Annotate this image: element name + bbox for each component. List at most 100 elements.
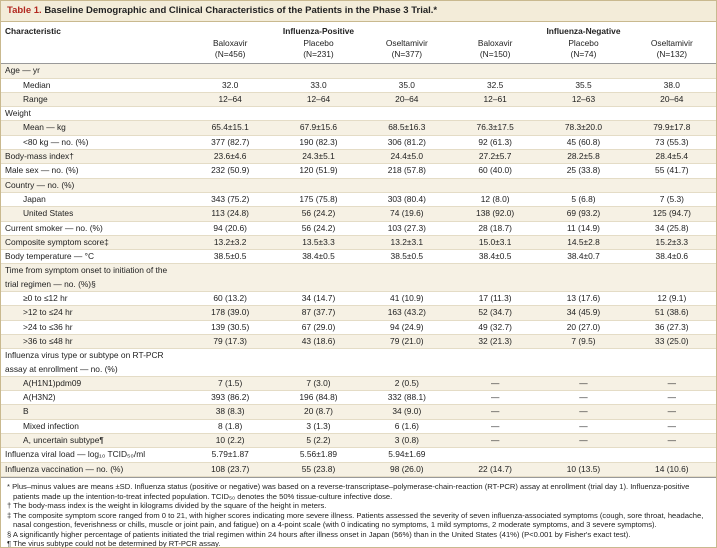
table-row: Body-mass index† 23.6±4.6 24.3±5.1 24.4±5.0… [1, 149, 716, 164]
cell: 5.56±1.89 [299, 449, 338, 460]
cell: — [579, 406, 588, 417]
cell: 7 (3.0) [306, 377, 331, 388]
cell: 17 (11.3) [478, 293, 512, 304]
footnote: ‡ The composite symptom score ranged fro… [7, 510, 704, 530]
cell: 34 (14.7) [301, 293, 336, 304]
cell: 52 (34.7) [478, 307, 512, 318]
cell [363, 349, 451, 377]
cell: 5.94±1.69 [388, 449, 426, 460]
cell: — [490, 406, 500, 417]
cell: 24.3±5.1 [302, 151, 335, 162]
cell [451, 264, 539, 292]
column-n: (N=132) [656, 49, 688, 60]
cell: 27.2±5.7 [478, 151, 512, 162]
cell: 3 (0.8) [394, 435, 419, 446]
cell: — [579, 435, 588, 446]
cell: 332 (88.1) [387, 392, 426, 403]
cell [363, 64, 451, 78]
cell: 34 (45.9) [566, 307, 601, 318]
row-label: Mean — kg [23, 122, 66, 133]
column-name: Baloxavir [212, 38, 248, 49]
cell: 232 (50.9) [211, 165, 250, 176]
group-header: Influenza-Negative [546, 26, 621, 36]
table-row: A, uncertain subtype¶ 10 (2.2) 5 (2.2) 3 (0… [1, 433, 716, 448]
row-label: A, uncertain subtype¶ [23, 435, 104, 446]
column-n: (N=74) [570, 49, 597, 60]
table-row: >36 to ≤48 hr 79 (17.3) 43 (18.6) 79 (21.0)… [1, 334, 716, 349]
cell: 303 (80.4) [387, 193, 426, 204]
cell: 5 (2.2) [306, 435, 331, 446]
cell [451, 448, 539, 462]
footnote: * Plus–minus values are means ±SD. Influ… [7, 481, 690, 501]
cell: 41 (10.9) [390, 293, 424, 304]
cell [628, 349, 716, 377]
cell: 79 (21.0) [390, 335, 424, 346]
cell: 8 (1.8) [218, 420, 243, 431]
cell: 20 (27.0) [566, 321, 601, 332]
cell: 175 (75.8) [299, 193, 338, 204]
cell: — [667, 377, 676, 388]
cell: — [490, 435, 500, 446]
table-title: Table 1. Baseline Demographic and Clinic… [1, 1, 716, 22]
cell: — [667, 406, 676, 417]
cell: 38.4±0.5 [302, 251, 335, 262]
group-header-row: Characteristic Influenza-Positive Influe… [1, 22, 716, 38]
cell: 377 (82.7) [211, 136, 250, 147]
column-name: Placebo [303, 38, 334, 49]
cell: 38.4±0.7 [567, 251, 600, 262]
cell: 13.2±3.2 [213, 236, 247, 247]
cell: 34 (9.0) [392, 406, 422, 417]
cell: 12–64 [306, 93, 331, 104]
cell: 73 (55.3) [655, 136, 689, 147]
row-label: Range [23, 93, 48, 104]
cell: 12 (9.1) [657, 293, 687, 304]
cell: 12–64 [218, 93, 242, 104]
cell: 28 (18.7) [478, 222, 512, 233]
cell [628, 264, 716, 292]
table-row: Japan 343 (75.2) 175 (75.8) 303 (80.4) 12 (8… [1, 192, 716, 207]
cell: 92 (61.3) [478, 136, 512, 147]
cell [186, 64, 274, 78]
table: Characteristic Influenza-Positive Influe… [1, 22, 716, 477]
cell: 76.3±17.5 [476, 122, 514, 133]
cell [539, 64, 627, 78]
column-n: (N=377) [391, 49, 423, 60]
table-row: >24 to ≤36 hr 139 (30.5) 67 (29.0) 94 (24.9… [1, 320, 716, 335]
table-row: Country — no. (%) [1, 178, 716, 193]
cell: 32.0 [222, 79, 239, 90]
row-label: Median [23, 79, 51, 90]
cell: 190 (82.3) [299, 136, 338, 147]
cell: 12–61 [483, 93, 507, 104]
cell: 108 (23.7) [211, 463, 250, 474]
cell [186, 178, 274, 192]
table-row: Influenza vaccination — no. (%) 108 (23.7… [1, 462, 716, 477]
column-header: Oseltamivir (N=377) [362, 38, 451, 65]
cell: 393 (86.2) [211, 392, 250, 403]
cell: 163 (43.2) [387, 307, 426, 318]
row-label: Mixed infection [23, 420, 79, 431]
column-name: Oseltamivir [650, 38, 693, 49]
row-label: Composite symptom score‡ [5, 236, 109, 247]
cell: 12–63 [571, 93, 596, 104]
table-row: Male sex — no. (%) 232 (50.9) 120 (51.9) 21… [1, 164, 716, 179]
column-n: (N=231) [303, 49, 334, 60]
cell: 13 (17.6) [566, 293, 601, 304]
cell [186, 107, 274, 121]
cell: — [579, 392, 588, 403]
column-n: (N=456) [214, 49, 246, 60]
cell: 7 (9.5) [571, 335, 596, 346]
cell: — [579, 420, 588, 431]
column-header: Baloxavir (N=150) [450, 38, 540, 65]
row-label: B [23, 406, 29, 417]
cell: 51 (38.6) [655, 307, 689, 318]
cell: 24.4±5.0 [390, 151, 424, 162]
cell: 32 (21.3) [478, 335, 512, 346]
row-label: Weight [5, 108, 31, 119]
cell [539, 107, 627, 121]
cell [363, 178, 451, 192]
column-name: Baloxavir [477, 38, 513, 49]
row-label: Influenza virus type or subtype on RT-PC… [5, 350, 164, 374]
cell: 43 (18.6) [301, 335, 336, 346]
cell: 178 (39.0) [211, 307, 250, 318]
